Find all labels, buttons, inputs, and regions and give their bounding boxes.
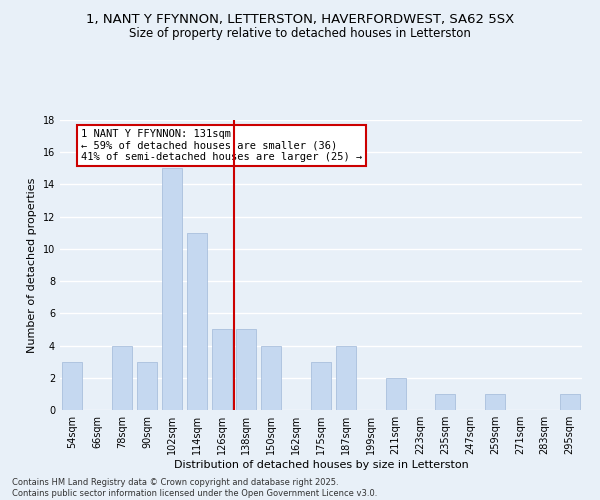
Bar [311, 362, 331, 410]
Bar [137, 362, 157, 410]
Bar [436, 394, 455, 410]
X-axis label: Distribution of detached houses by size in Letterston: Distribution of detached houses by size … [173, 460, 469, 470]
Y-axis label: Number of detached properties: Number of detached properties [27, 178, 37, 352]
Bar [112, 346, 132, 410]
Text: 1, NANT Y FFYNNON, LETTERSTON, HAVERFORDWEST, SA62 5SX: 1, NANT Y FFYNNON, LETTERSTON, HAVERFORD… [86, 12, 514, 26]
Text: 1 NANT Y FFYNNON: 131sqm
← 59% of detached houses are smaller (36)
41% of semi-d: 1 NANT Y FFYNNON: 131sqm ← 59% of detach… [81, 128, 362, 162]
Bar [162, 168, 182, 410]
Bar [212, 330, 232, 410]
Text: Size of property relative to detached houses in Letterston: Size of property relative to detached ho… [129, 28, 471, 40]
Bar [62, 362, 82, 410]
Bar [386, 378, 406, 410]
Bar [262, 346, 281, 410]
Bar [485, 394, 505, 410]
Text: Contains HM Land Registry data © Crown copyright and database right 2025.
Contai: Contains HM Land Registry data © Crown c… [12, 478, 377, 498]
Bar [560, 394, 580, 410]
Bar [336, 346, 356, 410]
Bar [187, 233, 206, 410]
Bar [236, 330, 256, 410]
